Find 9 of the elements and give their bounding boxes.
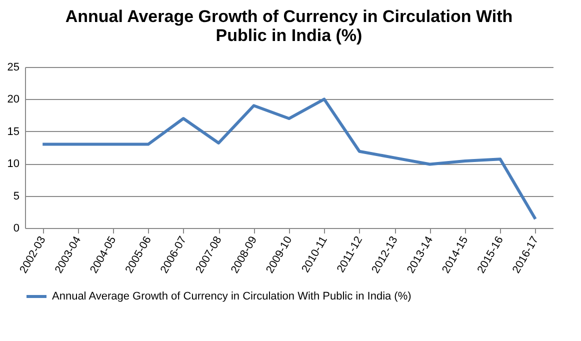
y-tick-label: 0 (13, 222, 20, 234)
y-tick-label: 15 (7, 126, 20, 138)
line-series (41, 98, 537, 220)
y-tick-label: 25 (7, 62, 20, 74)
y-tick-label: 20 (7, 94, 20, 106)
legend-label: Annual Average Growth of Currency in Circulation With Public in India (%) (52, 290, 412, 302)
y-tick-label: 5 (13, 190, 20, 202)
chart-title: Annual Average Growth of Currency in Circulation With Public in India (%) (65, 7, 513, 45)
y-tick-label: 10 (7, 158, 20, 170)
